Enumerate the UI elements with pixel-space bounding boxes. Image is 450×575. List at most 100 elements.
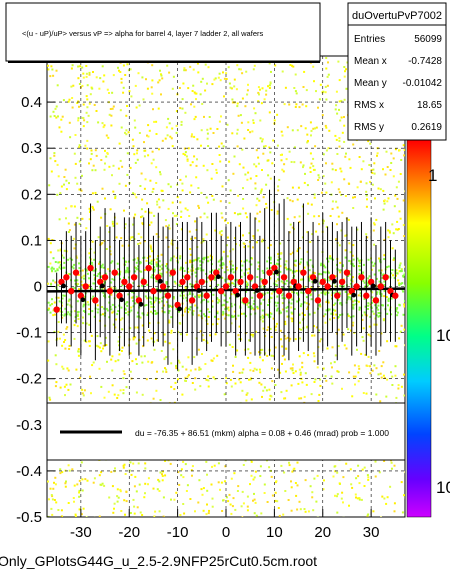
background-dot xyxy=(100,266,103,269)
background-dot xyxy=(88,277,90,280)
background-dot xyxy=(310,203,313,206)
background-dot xyxy=(49,115,52,118)
background-dot xyxy=(367,277,370,280)
background-dot xyxy=(396,307,399,309)
background-dot xyxy=(102,279,105,282)
background-dot xyxy=(205,460,208,463)
background-dot xyxy=(184,286,187,289)
background-dot xyxy=(349,273,351,276)
background-dot xyxy=(294,264,297,267)
background-dot xyxy=(320,291,323,294)
background-dot xyxy=(216,310,219,313)
background-dot xyxy=(179,322,182,325)
background-dot xyxy=(259,88,261,91)
background-dot xyxy=(234,356,237,358)
background-dot xyxy=(309,241,312,243)
background-dot xyxy=(189,498,192,500)
background-dot xyxy=(209,334,212,337)
background-dot xyxy=(351,486,354,489)
background-dot xyxy=(245,70,248,73)
background-dot xyxy=(246,495,249,498)
background-dot xyxy=(142,98,145,101)
background-dot xyxy=(312,65,315,68)
background-dot xyxy=(141,393,144,396)
background-dot xyxy=(177,471,180,474)
background-dot xyxy=(191,465,194,468)
background-dot xyxy=(279,371,282,374)
background-dot xyxy=(241,264,244,267)
background-dot xyxy=(266,501,269,503)
background-dot xyxy=(184,310,186,313)
background-dot xyxy=(89,340,91,343)
background-dot xyxy=(150,337,153,340)
background-dot xyxy=(285,347,288,350)
background-dot xyxy=(81,478,84,481)
background-dot xyxy=(334,302,337,305)
background-dot xyxy=(251,296,254,299)
background-dot xyxy=(249,369,252,372)
background-dot xyxy=(304,172,306,175)
background-dot xyxy=(78,489,81,492)
background-dot xyxy=(68,121,71,124)
background-dot xyxy=(324,91,327,94)
background-dot xyxy=(272,317,275,320)
background-dot xyxy=(359,269,362,272)
background-dot xyxy=(276,284,278,287)
background-dot xyxy=(271,380,274,383)
background-dot xyxy=(298,299,301,302)
background-dot xyxy=(185,296,188,299)
background-dot xyxy=(83,303,85,306)
background-dot xyxy=(268,146,271,149)
background-dot xyxy=(185,368,188,371)
background-dot xyxy=(397,384,400,387)
background-dot xyxy=(357,294,360,297)
background-dot xyxy=(230,512,233,515)
background-dot xyxy=(126,152,129,155)
background-dot xyxy=(63,249,66,252)
background-dot xyxy=(276,301,279,304)
background-dot xyxy=(313,196,316,199)
background-dot xyxy=(168,319,171,322)
background-dot xyxy=(383,497,386,500)
background-dot xyxy=(289,223,292,226)
background-dot xyxy=(315,500,318,503)
background-dot xyxy=(137,311,139,314)
background-dot xyxy=(294,73,297,76)
background-dot xyxy=(343,75,346,78)
background-dot xyxy=(143,496,146,499)
background-dot xyxy=(249,177,252,180)
background-dot xyxy=(119,270,122,273)
background-dot xyxy=(81,84,84,87)
background-dot xyxy=(259,316,262,319)
background-dot xyxy=(371,183,374,186)
background-dot xyxy=(279,329,282,332)
background-dot xyxy=(398,337,401,340)
background-dot xyxy=(358,272,361,275)
background-dot xyxy=(288,231,291,234)
background-dot xyxy=(241,389,244,392)
background-dot xyxy=(82,72,85,75)
background-dot xyxy=(245,268,248,271)
background-dot xyxy=(189,248,192,250)
background-dot xyxy=(160,350,163,352)
background-dot xyxy=(135,261,138,264)
background-dot xyxy=(221,185,224,188)
background-dot xyxy=(318,223,321,226)
background-dot xyxy=(400,282,403,285)
background-dot xyxy=(206,128,209,131)
background-dot xyxy=(391,384,394,386)
background-dot xyxy=(218,232,221,235)
background-dot xyxy=(340,229,343,232)
background-dot xyxy=(382,189,385,192)
background-dot xyxy=(290,486,293,489)
background-dot xyxy=(357,371,360,374)
background-dot xyxy=(284,86,287,89)
background-dot xyxy=(303,70,306,73)
background-dot xyxy=(403,328,405,331)
background-dot xyxy=(115,291,118,294)
background-dot xyxy=(134,336,137,339)
background-dot xyxy=(86,139,89,142)
background-dot xyxy=(149,296,152,299)
background-dot xyxy=(234,303,237,306)
background-dot xyxy=(313,325,315,328)
